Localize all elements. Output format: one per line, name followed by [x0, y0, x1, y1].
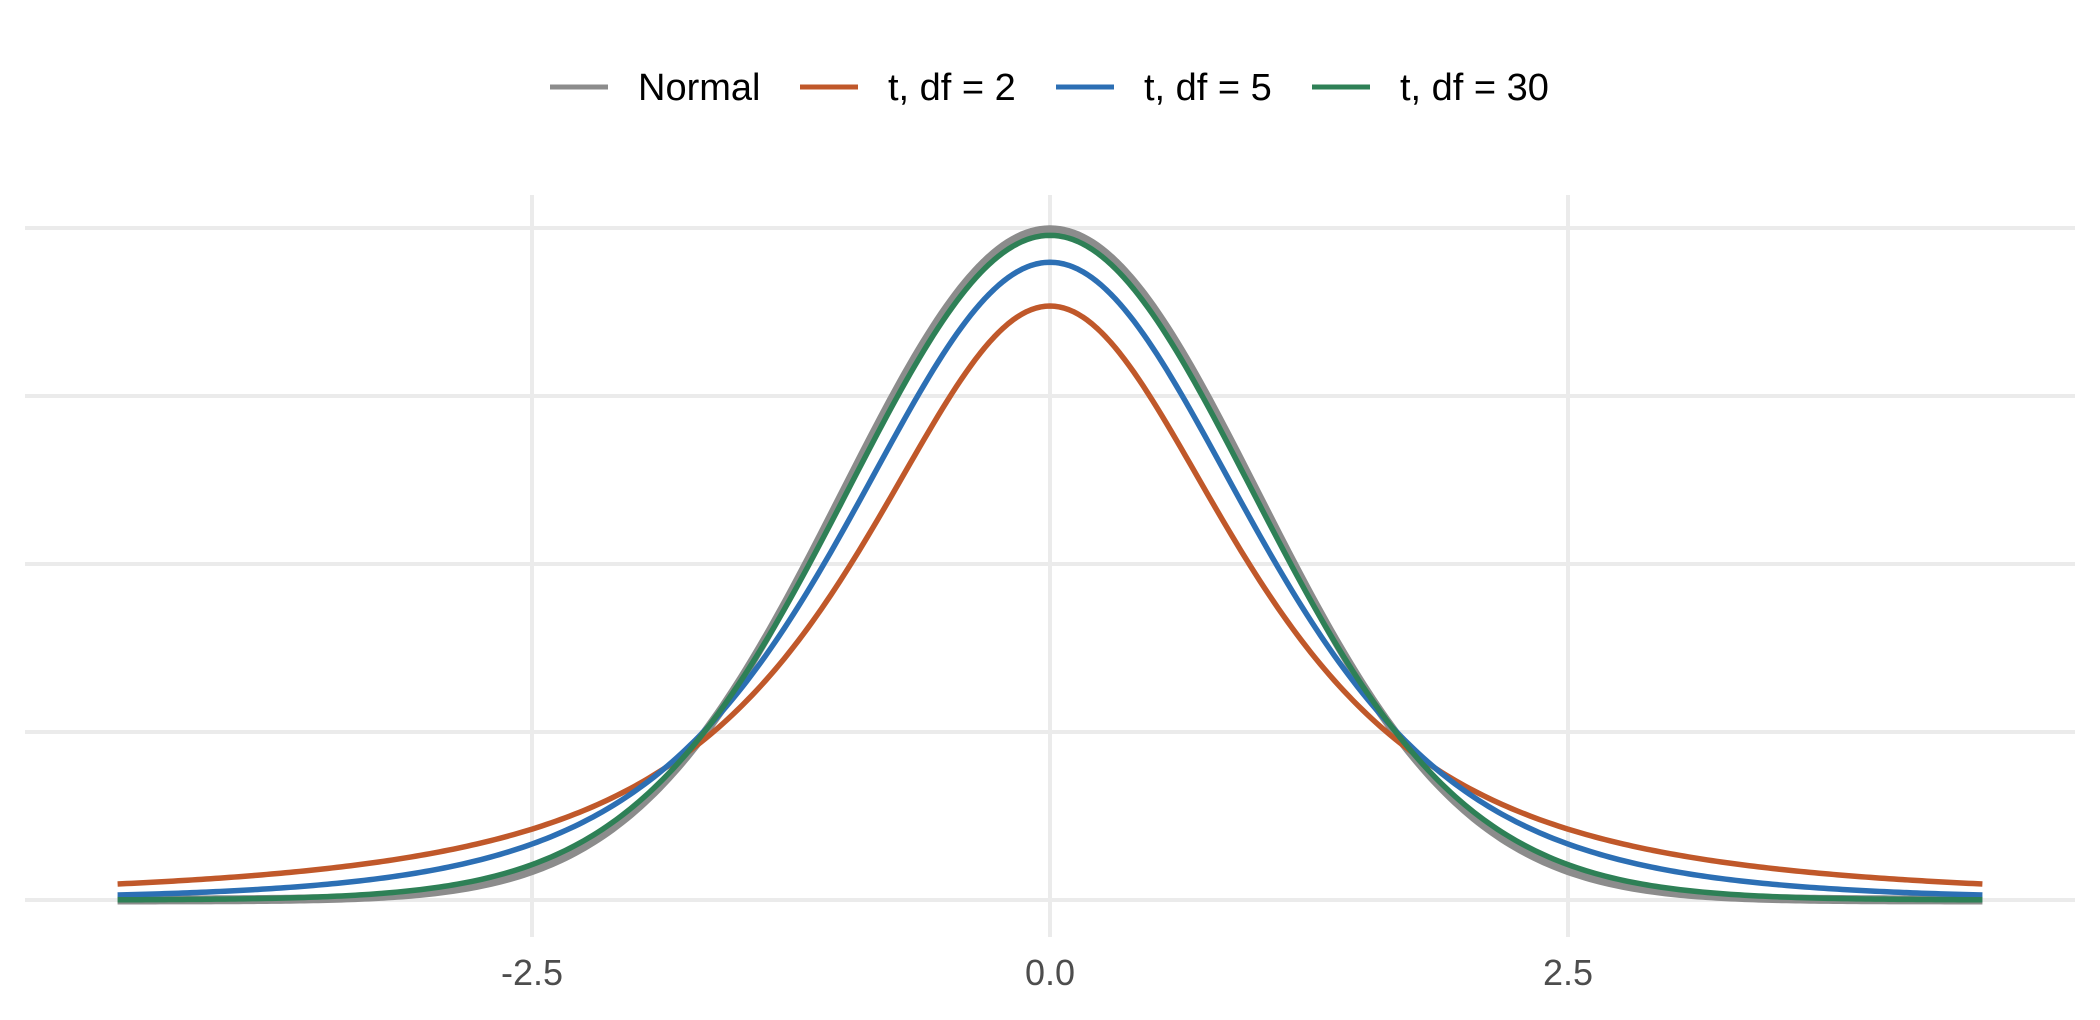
series-line-normal: [117, 225, 1983, 905]
legend-label: Normal: [638, 67, 760, 109]
x-tick-label: 2.5: [1543, 952, 1593, 993]
x-tick-label: 0.0: [1025, 952, 1075, 993]
series-line-t-df-30: [117, 232, 1983, 903]
legend: Normal t, df = 2 t, df = 5 t, df = 30: [550, 67, 1549, 109]
x-axis-tick-labels: -2.5 0.0 2.5: [501, 952, 1593, 993]
legend-label: t, df = 5: [1144, 67, 1272, 109]
series-line-t-df-2: [117, 303, 1983, 887]
density-curves: [117, 225, 1983, 905]
series-line-t-df-5: [117, 259, 1983, 898]
legend-label: t, df = 30: [1400, 67, 1549, 109]
legend-label: t, df = 2: [888, 67, 1016, 109]
x-tick-label: -2.5: [501, 952, 563, 993]
